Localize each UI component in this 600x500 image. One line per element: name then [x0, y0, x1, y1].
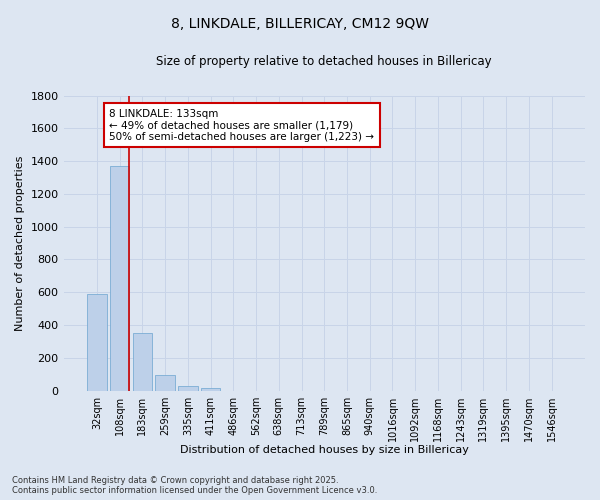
Text: Contains HM Land Registry data © Crown copyright and database right 2025.
Contai: Contains HM Land Registry data © Crown c…	[12, 476, 377, 495]
Bar	[110, 166, 130, 390]
Bar	[178, 386, 197, 390]
Bar	[87, 294, 107, 390]
Text: 8, LINKDALE, BILLERICAY, CM12 9QW: 8, LINKDALE, BILLERICAY, CM12 9QW	[171, 18, 429, 32]
Bar	[133, 333, 152, 390]
Y-axis label: Number of detached properties: Number of detached properties	[15, 156, 25, 331]
Bar	[155, 375, 175, 390]
X-axis label: Distribution of detached houses by size in Billericay: Distribution of detached houses by size …	[180, 445, 469, 455]
Title: Size of property relative to detached houses in Billericay: Size of property relative to detached ho…	[157, 55, 492, 68]
Text: 8 LINKDALE: 133sqm
← 49% of detached houses are smaller (1,179)
50% of semi-deta: 8 LINKDALE: 133sqm ← 49% of detached hou…	[109, 108, 374, 142]
Bar	[201, 388, 220, 390]
